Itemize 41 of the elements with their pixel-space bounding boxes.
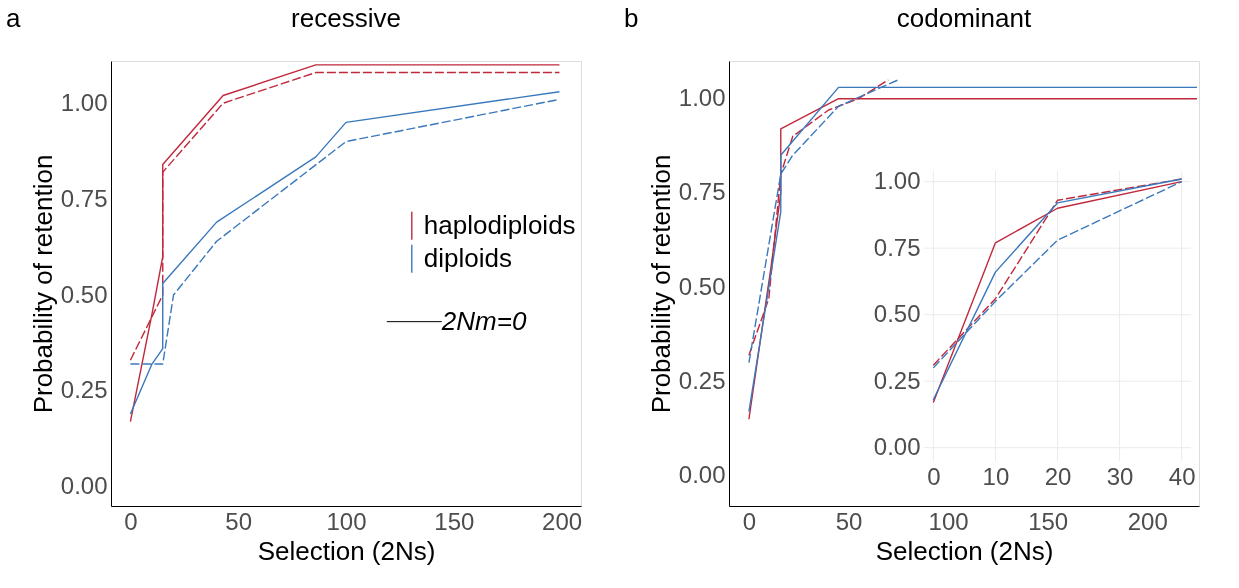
y-tick-label: 1.00 xyxy=(678,84,726,112)
x-tick-label: 200 xyxy=(542,507,583,535)
annotation: 2Nm=0 xyxy=(440,305,527,336)
legend-label: haplodiploids xyxy=(423,209,576,240)
x-tick-label: 150 xyxy=(1028,507,1069,535)
y-tick-label: 0.25 xyxy=(678,367,726,395)
text: b xyxy=(624,3,639,33)
y-tick-label: 0.00 xyxy=(60,472,108,500)
y-tick-label: 0.75 xyxy=(873,233,921,261)
x-tick-label: 50 xyxy=(835,507,863,535)
x-tick-label: 30 xyxy=(1106,462,1134,490)
y-tick-label: 0.00 xyxy=(873,433,921,461)
x-tick-label: 50 xyxy=(225,507,253,535)
y-tick-label: 0.75 xyxy=(60,184,108,212)
y-axis-title: Probability of retention xyxy=(27,154,58,414)
x-tick-label: 150 xyxy=(434,507,475,535)
x-tick-label: 100 xyxy=(928,507,969,535)
legend-label: diploids xyxy=(423,242,512,273)
y-tick-label: 1.00 xyxy=(873,167,921,195)
x-tick-label: 10 xyxy=(982,462,1010,490)
x-tick-label: 200 xyxy=(1127,507,1168,535)
x-tick-label: 0 xyxy=(927,462,941,490)
y-tick-label: 0.25 xyxy=(873,366,921,394)
chart-title: recessive xyxy=(291,3,401,33)
x-tick-label: 20 xyxy=(1044,462,1072,490)
x-tick-label: 0 xyxy=(124,507,138,535)
y-axis-title: Probability of retention xyxy=(645,154,676,414)
y-tick-label: 0.50 xyxy=(873,300,921,328)
x-tick-label: 40 xyxy=(1168,462,1196,490)
x-axis-title: Selection (2Ns) xyxy=(257,535,436,566)
y-tick-label: 0.00 xyxy=(678,461,726,489)
chart-title: codominant xyxy=(896,3,1032,33)
text: a xyxy=(6,3,21,33)
y-tick-label: 0.50 xyxy=(60,280,108,308)
y-tick-label: 0.75 xyxy=(678,178,726,206)
y-tick-label: 0.50 xyxy=(678,272,726,300)
x-tick-label: 0 xyxy=(742,507,757,535)
x-axis-title: Selection (2Ns) xyxy=(875,535,1054,566)
y-tick-label: 1.00 xyxy=(60,88,108,116)
x-tick-label: 100 xyxy=(326,507,367,535)
y-tick-label: 0.25 xyxy=(60,376,108,404)
